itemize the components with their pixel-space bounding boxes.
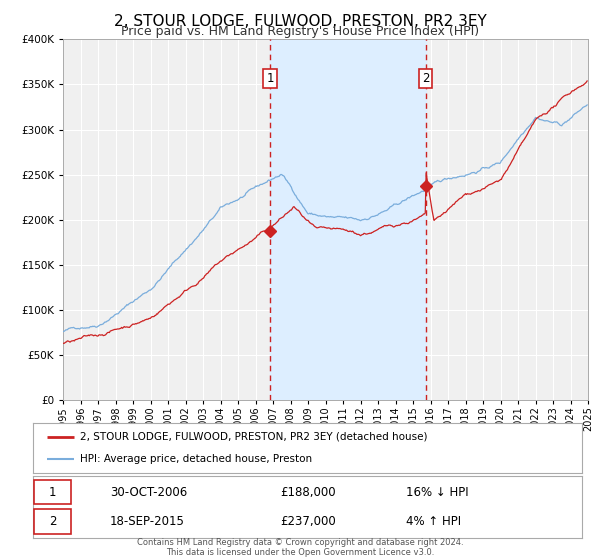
- Text: 18-SEP-2015: 18-SEP-2015: [110, 515, 185, 528]
- Text: 16% ↓ HPI: 16% ↓ HPI: [406, 486, 469, 498]
- FancyBboxPatch shape: [34, 509, 71, 534]
- Text: 2: 2: [422, 72, 430, 86]
- Text: 1: 1: [49, 486, 56, 498]
- Text: 2, STOUR LODGE, FULWOOD, PRESTON, PR2 3EY: 2, STOUR LODGE, FULWOOD, PRESTON, PR2 3E…: [113, 14, 487, 29]
- Text: 30-OCT-2006: 30-OCT-2006: [110, 486, 187, 498]
- Text: 1: 1: [266, 72, 274, 86]
- Text: 4% ↑ HPI: 4% ↑ HPI: [406, 515, 461, 528]
- Bar: [270, 39, 425, 400]
- Text: Contains HM Land Registry data © Crown copyright and database right 2024.
This d: Contains HM Land Registry data © Crown c…: [137, 538, 463, 557]
- Text: 2: 2: [49, 515, 56, 528]
- Text: £237,000: £237,000: [280, 515, 336, 528]
- Text: Price paid vs. HM Land Registry's House Price Index (HPI): Price paid vs. HM Land Registry's House …: [121, 25, 479, 38]
- FancyBboxPatch shape: [34, 480, 71, 505]
- Text: 2, STOUR LODGE, FULWOOD, PRESTON, PR2 3EY (detached house): 2, STOUR LODGE, FULWOOD, PRESTON, PR2 3E…: [80, 432, 427, 442]
- Text: £188,000: £188,000: [280, 486, 335, 498]
- Text: HPI: Average price, detached house, Preston: HPI: Average price, detached house, Pres…: [80, 454, 312, 464]
